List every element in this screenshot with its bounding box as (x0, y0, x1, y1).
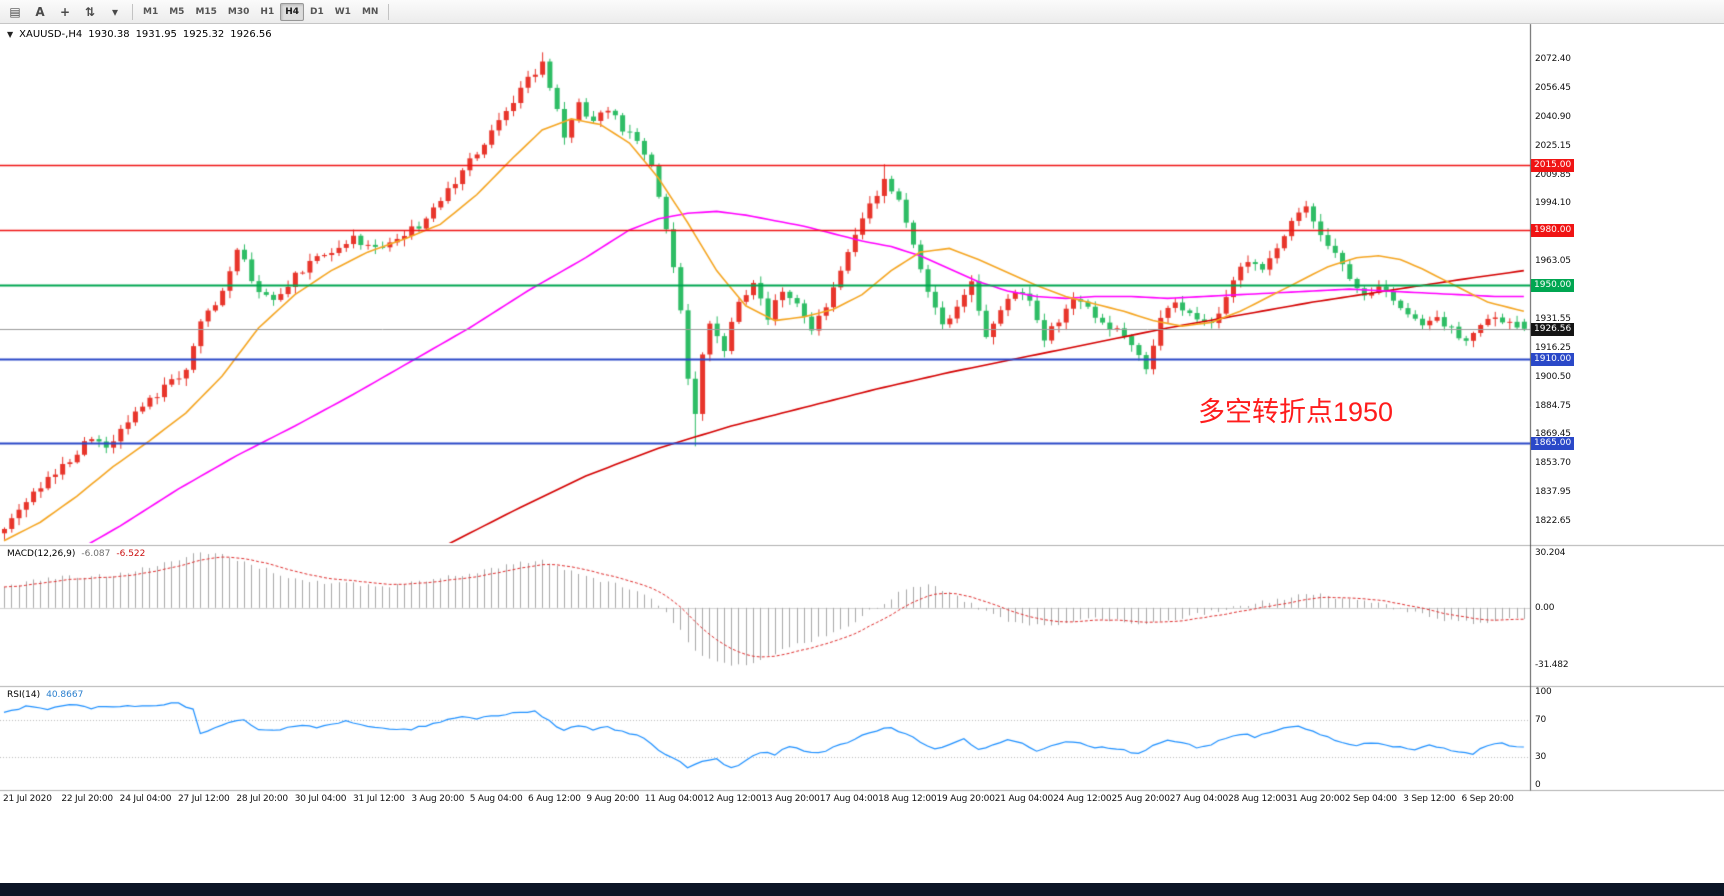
toolbar-separator (388, 3, 390, 20)
chart-grid-icon[interactable]: ▤ (9, 4, 21, 19)
timeframe-button-mn[interactable]: MN (361, 6, 379, 17)
timeframe-button-m15[interactable]: M15 (195, 6, 217, 17)
timeframe-button-h4[interactable]: H4 (280, 2, 304, 21)
toolbar: ▤ A + ⇅ ▾ M1 M5 M15 M30 H1 H4 D1 W1 MN (0, 0, 1724, 24)
timeframe-button-w1[interactable]: W1 (334, 6, 351, 17)
dropdown-caret-icon[interactable]: ▾ (111, 4, 119, 19)
timeframe-button-d1[interactable]: D1 (310, 6, 324, 17)
timeframe-button-m30[interactable]: M30 (227, 6, 250, 17)
cycle-arrows-icon[interactable]: ⇅ (84, 4, 96, 19)
timeframe-button-group: M1 M5 M15 M30 H1 H4 D1 W1 MN (138, 2, 383, 21)
timeframe-button-m5[interactable]: M5 (169, 6, 185, 17)
text-tool-icon[interactable]: A (35, 4, 45, 19)
bottom-bar (0, 883, 1724, 896)
toolbar-separator (132, 3, 133, 20)
timeframe-button-m1[interactable]: M1 (143, 6, 159, 17)
timeframe-button-h1[interactable]: H1 (260, 6, 275, 17)
crosshair-icon[interactable]: + (59, 4, 71, 19)
toolbar-icon-group: ▤ A + ⇅ ▾ (3, 1, 127, 22)
